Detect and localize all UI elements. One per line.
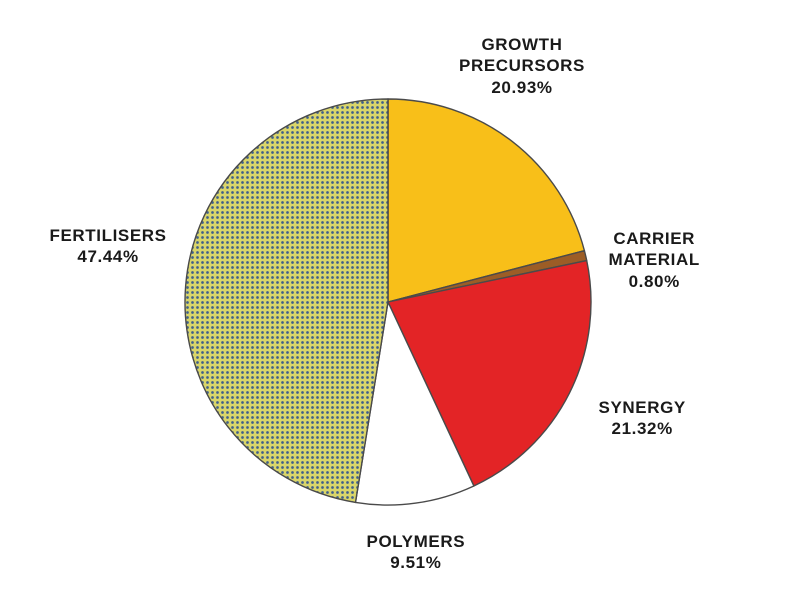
slice-label-text: GROWTH: [481, 34, 563, 54]
label-growth-precursors: GROWTH PRECURSORS 20.93%: [459, 34, 585, 99]
slice-value-label: 9.51%: [390, 553, 442, 572]
slice-polymers: [354, 301, 475, 506]
slice-synergy: [387, 259, 592, 487]
slice-value-label: 47.44%: [77, 247, 139, 266]
pie-slices: [184, 98, 592, 506]
slice-value-label: 20.93%: [491, 77, 553, 97]
slice-growth-precursors: [387, 98, 586, 303]
slice-label-text: FERTILISERS: [49, 225, 167, 245]
label-polymers: POLYMERS 9.51%: [367, 531, 466, 574]
slice-label-text: CARRIER: [613, 228, 696, 248]
slice-label-text: MATERIAL: [608, 250, 700, 270]
slice-value-label: 0.80%: [628, 271, 680, 291]
label-carrier-material: CARRIER MATERIAL 0.80%: [609, 228, 700, 293]
slice-label-text: POLYMERS: [366, 531, 466, 551]
slice-value-label: 21.32%: [611, 419, 673, 438]
slice-label-text: PRECURSORS: [459, 56, 585, 76]
slice-label-text: SYNERGY: [598, 397, 686, 417]
label-synergy: SYNERGY 21.32%: [599, 397, 686, 440]
label-fertilisers: FERTILISERS 47.44%: [50, 225, 167, 268]
slice-fertilisers: [184, 98, 389, 504]
